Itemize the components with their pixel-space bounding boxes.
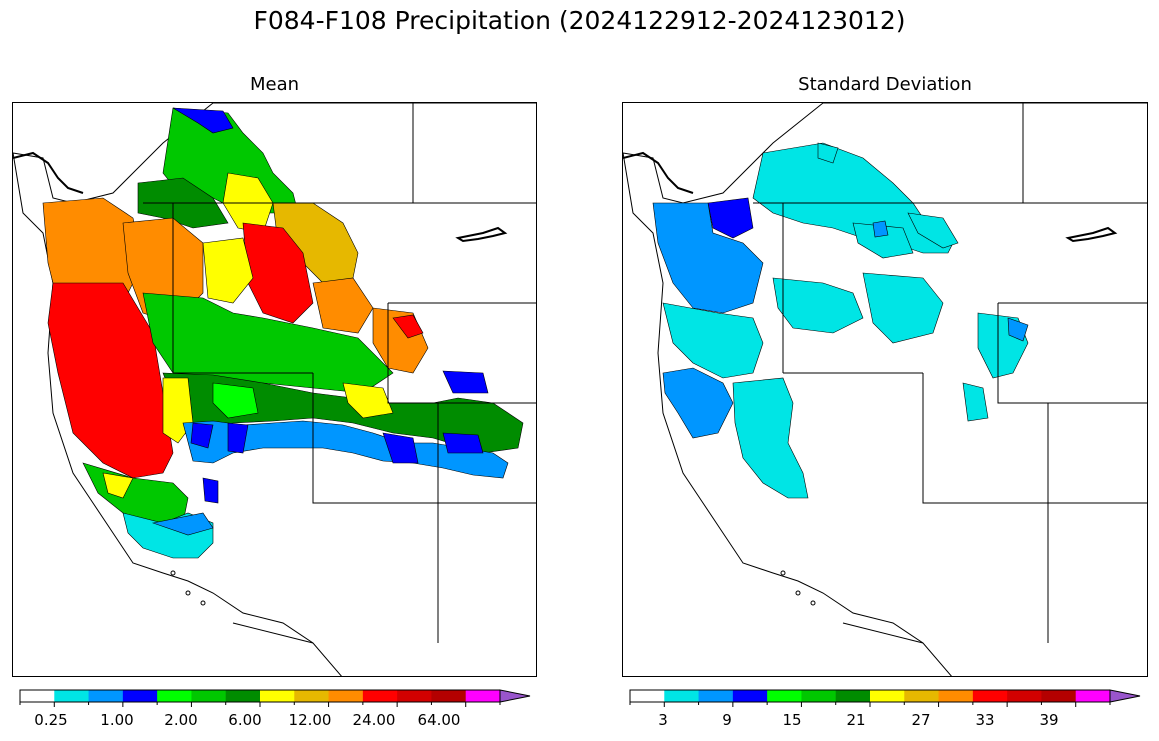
stddev-panel-title: Standard Deviation	[798, 74, 972, 95]
mean-tick-label: 0.25	[34, 711, 68, 729]
stddev-colorbar	[629, 689, 1141, 707]
stddev-map	[622, 102, 1148, 677]
colorbar-segment	[225, 690, 261, 702]
colorbar-segment	[260, 690, 295, 702]
colorbar-segment	[294, 690, 330, 702]
colorbar-segment	[972, 690, 1008, 702]
mean-tick-label: 64.00	[417, 711, 461, 729]
stddev-tick-label: 3	[658, 711, 668, 729]
mean-tick-label: 24.00	[352, 711, 396, 729]
mean-tick-label: 6.00	[228, 711, 262, 729]
colorbar-segment	[630, 690, 665, 702]
mean-tick-label: 2.00	[164, 711, 198, 729]
stddev-tick-label: 39	[1039, 711, 1059, 729]
colorbar-segment	[191, 690, 227, 702]
mean-map	[12, 102, 537, 677]
stddev-tick-label: 27	[911, 711, 931, 729]
colorbar-segment	[870, 690, 905, 702]
colorbar-segment	[1007, 690, 1042, 702]
colorbar-segment	[938, 690, 974, 702]
colorbar-extend-arrow	[1109, 689, 1141, 703]
colorbar-segment	[122, 690, 158, 702]
colorbar-segment	[157, 690, 192, 702]
colorbar-segment	[767, 690, 802, 702]
colorbar-segment	[362, 690, 398, 702]
figure-title: F084-F108 Precipitation (2024122912-2024…	[253, 6, 906, 35]
mean-colorbar-svg	[19, 689, 531, 707]
colorbar-segment	[732, 690, 768, 702]
stddev-map-svg	[623, 103, 1147, 676]
land-outline	[623, 103, 1147, 676]
stddev-tick-label: 9	[722, 711, 732, 729]
colorbar-segment	[397, 690, 432, 702]
colorbar-segment	[904, 690, 940, 702]
colorbar-segment	[801, 690, 837, 702]
colorbar-segment	[664, 690, 700, 702]
stddev-colorbar-svg	[629, 689, 1141, 707]
colorbar-segment	[20, 690, 55, 702]
stddev-tick-label: 33	[975, 711, 995, 729]
stddev-tick-label: 15	[782, 711, 802, 729]
colorbar-segment	[328, 690, 364, 702]
mean-map-svg	[13, 103, 536, 676]
colorbar-segment	[54, 690, 90, 702]
colorbar-segment	[1075, 690, 1111, 702]
colorbar-segment	[698, 690, 734, 702]
colorbar-segment	[88, 690, 124, 702]
colorbar-segment	[431, 690, 467, 702]
mean-colorbar	[19, 689, 531, 707]
colorbar-segment	[465, 690, 501, 702]
stddev-tick-label: 21	[846, 711, 866, 729]
colorbar-segment	[835, 690, 871, 702]
colorbar-segment	[1041, 690, 1077, 702]
colorbar-extend-arrow	[499, 689, 531, 703]
mean-panel-title: Mean	[249, 74, 300, 95]
mean-tick-label: 12.00	[288, 711, 332, 729]
mean-tick-label: 1.00	[100, 711, 134, 729]
